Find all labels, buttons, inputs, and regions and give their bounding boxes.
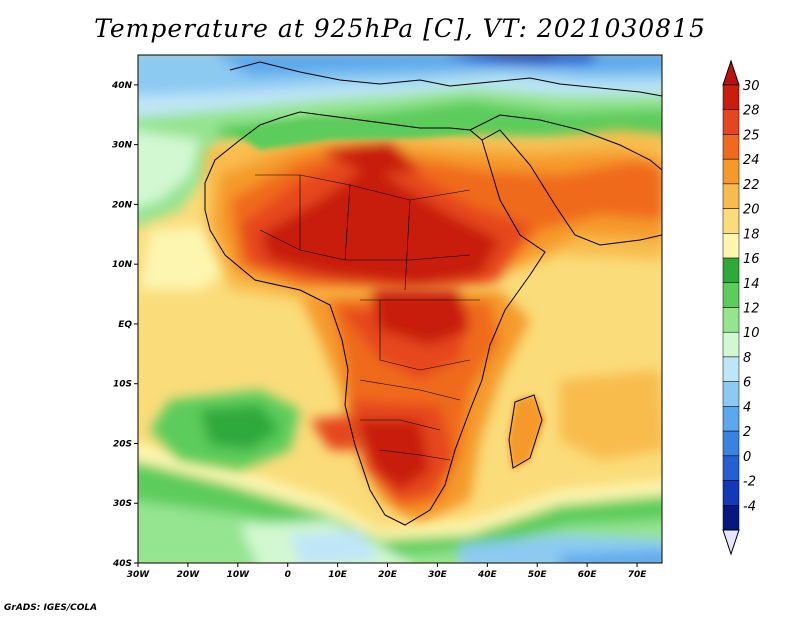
colorbar-swatch [722, 307, 740, 333]
colorbar-swatch [722, 480, 740, 506]
lon-tick-label: 20E [378, 570, 398, 580]
lon-tick-label: 10W [227, 570, 251, 580]
lon-tick-label: 70E [628, 570, 648, 580]
colorbar-label: 22 [743, 178, 760, 193]
colorbar-label: 24 [743, 153, 760, 168]
lon-tick-label: 60E [578, 570, 598, 580]
colorbar-label: 25 [743, 128, 760, 143]
colorbar-swatch [722, 183, 740, 209]
colorbar-swatch [722, 134, 740, 160]
colorbar-label: 10 [743, 326, 760, 341]
latitude-axis: 40N 30N 20N 10N EQ 10S 20S 30S 40S [111, 81, 138, 569]
lon-tick-label: 10E [328, 570, 348, 580]
colorbar-swatch [722, 257, 740, 284]
colorbar-swatch [722, 406, 740, 432]
colorbar-label: -4 [743, 499, 756, 514]
coastlines [204, 61, 662, 526]
longitude-axis: 30W 20W 10W 0 10E 20E 30E 40E 50E 60E 70E [127, 563, 647, 580]
country-borders [255, 174, 480, 461]
colorbar-swatch [722, 505, 740, 531]
colorbar-swatch [722, 356, 740, 382]
colorbar-label: 14 [743, 277, 760, 292]
colorbar-swatch [722, 381, 740, 407]
page-title: Temperature at 925hPa [C], VT: 202103081… [94, 14, 706, 43]
lon-tick-label: 0 [285, 570, 291, 580]
colorbar-swatch [722, 109, 740, 135]
colorbar-swatch [722, 158, 740, 185]
colorbar-bottom-arrow [722, 529, 740, 556]
lon-tick-label: 30E [428, 570, 448, 580]
colorbar-swatch [722, 208, 740, 234]
lat-tick-label: 30S [113, 499, 132, 509]
lon-tick-label: 40E [477, 570, 498, 580]
lat-tick-label: 40N [111, 81, 133, 91]
lat-tick-label: 10N [112, 260, 133, 270]
colorbar-label: 16 [743, 252, 760, 267]
colorbar-label: 20 [743, 203, 760, 218]
colorbar-label: 8 [743, 351, 751, 366]
lat-tick-label: 40S [112, 559, 132, 569]
colorbar-label: 0 [743, 450, 751, 465]
colorbar-label: -2 [743, 475, 756, 490]
temperature-field [138, 55, 662, 563]
colorbar-label: 6 [743, 376, 751, 391]
colorbar-label: 2 [743, 425, 751, 440]
colorbar-label: 4 [743, 400, 751, 415]
map-frame [137, 54, 663, 564]
colorbar-swatch [722, 331, 740, 358]
colorbar-swatch [722, 84, 740, 110]
colorbar-label: 30 [743, 79, 760, 94]
colorbar-top-arrow [722, 59, 740, 86]
colorbar-label: 12 [743, 302, 760, 317]
lat-tick-label: EQ [118, 320, 132, 330]
colorbar-label: 28 [743, 104, 760, 119]
colorbar-swatch [722, 455, 740, 481]
colorbar-label: 18 [743, 227, 760, 242]
credit-label: GrADS: IGES/COLA [4, 603, 98, 613]
lon-tick-label: 20W [177, 570, 201, 580]
lat-tick-label: 10S [113, 380, 132, 390]
colorbar-swatch [722, 233, 740, 259]
lat-tick-label: 20N [112, 200, 133, 210]
lon-tick-label: 50E [528, 570, 548, 580]
colorbar-swatch [722, 282, 740, 308]
lon-tick-label: 30W [127, 570, 151, 580]
lat-tick-label: 20S [113, 439, 132, 449]
lat-tick-label: 30N [112, 141, 133, 151]
colorbar-swatch [722, 430, 740, 457]
